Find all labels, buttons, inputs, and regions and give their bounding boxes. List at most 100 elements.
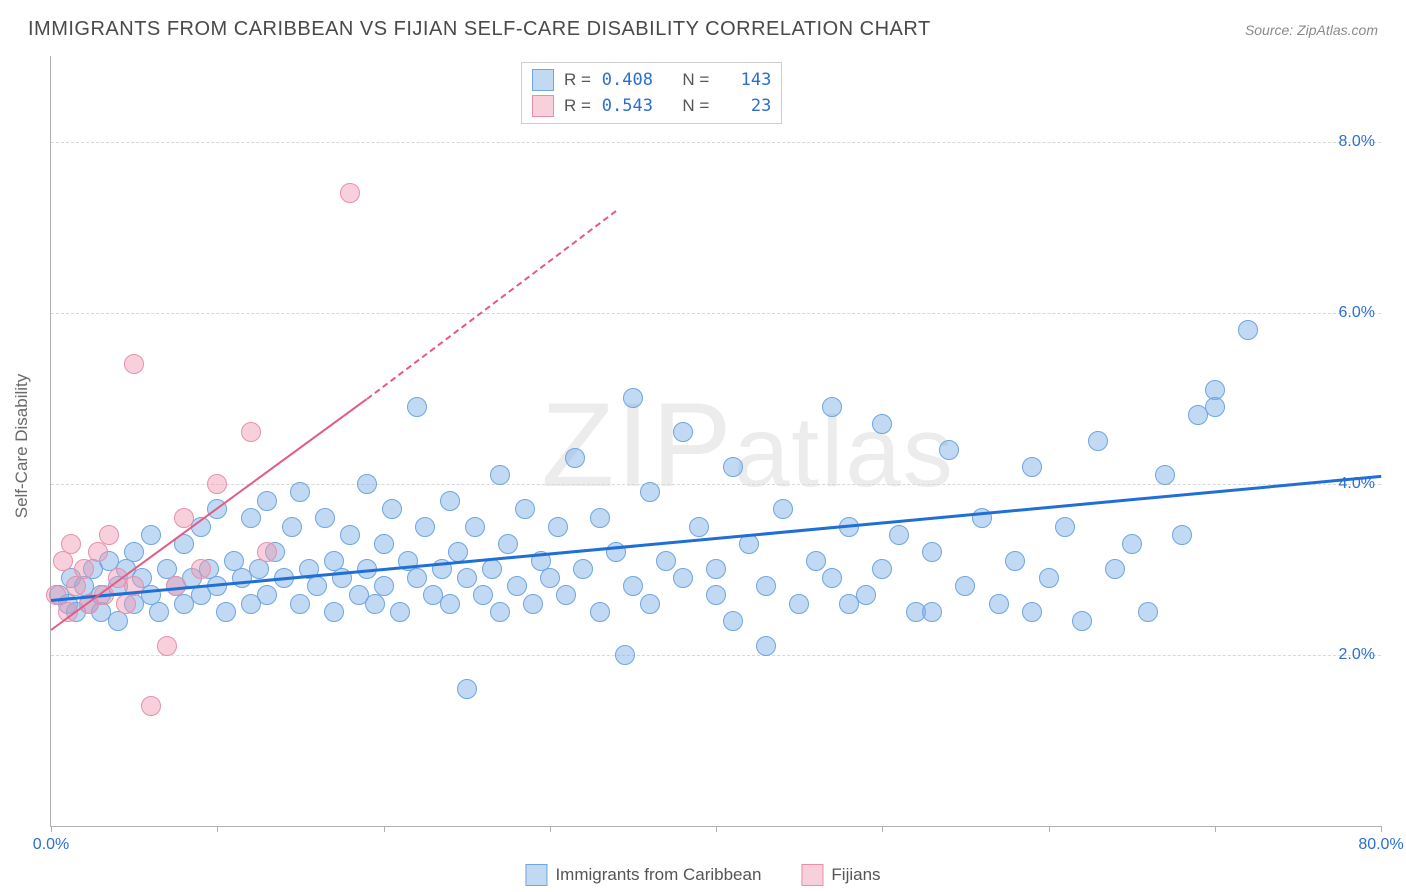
scatter-point [1155, 465, 1175, 485]
source-value: ZipAtlas.com [1297, 22, 1378, 38]
scatter-point [723, 611, 743, 631]
scatter-point [1022, 602, 1042, 622]
scatter-point [440, 594, 460, 614]
scatter-point [706, 559, 726, 579]
r-label: R = [564, 96, 591, 116]
scatter-point [1022, 457, 1042, 477]
y-tick-label: 6.0% [1339, 304, 1375, 322]
scatter-point [157, 636, 177, 656]
r-value: 0.543 [601, 96, 653, 116]
source-label: Source: [1245, 22, 1297, 38]
legend-swatch [525, 864, 547, 886]
scatter-point [565, 448, 585, 468]
scatter-point [806, 551, 826, 571]
scatter-point [573, 559, 593, 579]
scatter-point [1005, 551, 1025, 571]
scatter-point [74, 559, 94, 579]
scatter-point [241, 508, 261, 528]
gridline [51, 313, 1381, 314]
scatter-point [872, 559, 892, 579]
scatter-point [1238, 320, 1258, 340]
scatter-point [307, 576, 327, 596]
legend-swatch [801, 864, 823, 886]
watermark: ZIPatlas [541, 376, 955, 514]
scatter-point [989, 594, 1009, 614]
scatter-point [556, 585, 576, 605]
legend-label: Immigrants from Caribbean [555, 865, 761, 885]
scatter-point [822, 568, 842, 588]
gridline [51, 655, 1381, 656]
scatter-point [540, 568, 560, 588]
stats-legend-box: R =0.408 N =143 R = 0.543 N = 23 [521, 62, 782, 124]
scatter-point [374, 576, 394, 596]
scatter-point [249, 559, 269, 579]
scatter-point [61, 534, 81, 554]
scatter-point [706, 585, 726, 605]
scatter-point [407, 568, 427, 588]
x-tick-label: 0.0% [33, 836, 69, 854]
scatter-point [257, 585, 277, 605]
n-value: 23 [719, 96, 771, 116]
scatter-point [290, 482, 310, 502]
scatter-point [382, 499, 402, 519]
legend-item: Fijians [801, 864, 880, 886]
scatter-point [623, 576, 643, 596]
scatter-point [789, 594, 809, 614]
scatter-point [839, 594, 859, 614]
scatter-point [241, 422, 261, 442]
scatter-point [889, 525, 909, 545]
scatter-point [1138, 602, 1158, 622]
scatter-point [615, 645, 635, 665]
scatter-point [465, 517, 485, 537]
scatter-point [191, 559, 211, 579]
scatter-point [773, 499, 793, 519]
stats-row: R =0.408 N =143 [532, 67, 771, 93]
scatter-point [490, 465, 510, 485]
scatter-point [141, 696, 161, 716]
scatter-point [590, 602, 610, 622]
scatter-point [66, 576, 86, 596]
scatter-point [324, 602, 344, 622]
scatter-point [141, 525, 161, 545]
scatter-point [1039, 568, 1059, 588]
scatter-point [124, 354, 144, 374]
scatter-point [124, 542, 144, 562]
scatter-point [756, 576, 776, 596]
scatter-point [282, 517, 302, 537]
x-tick-mark [217, 826, 218, 832]
scatter-point [523, 594, 543, 614]
scatter-point [257, 542, 277, 562]
scatter-point [689, 517, 709, 537]
scatter-point [955, 576, 975, 596]
scatter-point [88, 542, 108, 562]
x-tick-mark [550, 826, 551, 832]
r-value: 0.408 [601, 70, 653, 90]
scatter-point [723, 457, 743, 477]
scatter-point [290, 594, 310, 614]
scatter-point [473, 585, 493, 605]
stats-row: R = 0.543 N = 23 [532, 93, 771, 119]
x-tick-label: 80.0% [1358, 836, 1403, 854]
legend-label: Fijians [831, 865, 880, 885]
trend-line [366, 210, 617, 400]
scatter-point [257, 491, 277, 511]
n-value: 143 [719, 70, 771, 90]
scatter-point [1122, 534, 1142, 554]
scatter-point [457, 679, 477, 699]
scatter-point [507, 576, 527, 596]
n-label: N = [682, 96, 709, 116]
scatter-point [207, 474, 227, 494]
scatter-point [99, 525, 119, 545]
scatter-point [673, 568, 693, 588]
scatter-point [1105, 559, 1125, 579]
scatter-point [623, 388, 643, 408]
scatter-point [390, 602, 410, 622]
scatter-point [374, 534, 394, 554]
scatter-point [216, 602, 236, 622]
scatter-point [498, 534, 518, 554]
x-tick-mark [1381, 826, 1382, 832]
bottom-legend: Immigrants from Caribbean Fijians [525, 864, 880, 886]
scatter-point [457, 568, 477, 588]
scatter-point [1072, 611, 1092, 631]
scatter-plot-area: ZIPatlas 2.0%4.0%6.0%8.0%0.0%80.0%R =0.4… [50, 56, 1381, 827]
